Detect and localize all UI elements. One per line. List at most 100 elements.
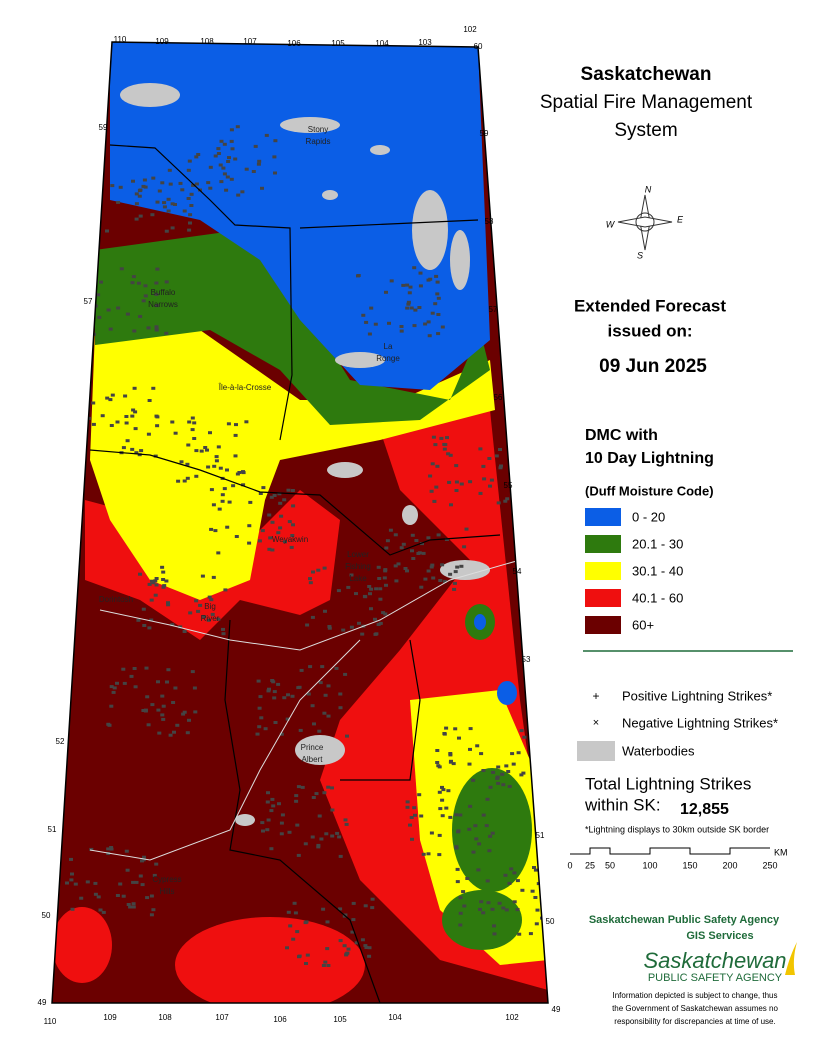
strike	[156, 708, 161, 712]
strike	[131, 179, 135, 183]
legend: 0 - 20 20.1 - 30 30.1 - 40 40.1 - 60 60+	[585, 508, 683, 634]
strike	[482, 477, 487, 481]
strike	[343, 818, 348, 822]
place-label: Buffalo	[151, 288, 176, 297]
strike	[151, 908, 156, 912]
strike	[178, 625, 183, 629]
strike	[433, 302, 438, 306]
strike	[202, 615, 207, 619]
strike	[85, 322, 89, 326]
strike	[342, 944, 347, 948]
strike	[438, 807, 443, 811]
strike	[382, 576, 387, 580]
strike	[305, 953, 310, 957]
strike	[187, 718, 191, 722]
strike	[196, 609, 201, 613]
strike	[218, 466, 223, 470]
strike	[170, 623, 175, 627]
strike	[100, 414, 105, 418]
strike	[437, 765, 442, 769]
forecast-label: issued on:	[607, 321, 692, 340]
strike	[492, 924, 496, 928]
strike	[89, 847, 94, 851]
strike	[485, 879, 490, 883]
place-label: Île-à-la-Crosse	[218, 383, 272, 392]
strike	[384, 546, 389, 550]
strike	[310, 704, 315, 708]
strike	[160, 181, 165, 185]
strike	[121, 446, 126, 450]
strike	[143, 294, 148, 298]
strike	[141, 709, 146, 712]
strike	[290, 694, 295, 698]
strike	[108, 327, 113, 331]
strike	[442, 442, 447, 446]
strike	[209, 527, 214, 531]
strike	[474, 837, 479, 841]
strike	[408, 823, 412, 827]
strike	[234, 423, 238, 427]
strike	[192, 686, 197, 690]
strike	[134, 451, 139, 455]
strike	[419, 585, 424, 589]
strike	[321, 907, 326, 911]
strike	[273, 171, 277, 175]
strike	[294, 794, 299, 798]
strike	[131, 902, 136, 906]
strike	[376, 565, 381, 569]
strike	[448, 753, 453, 757]
place-label: Narrows	[148, 300, 178, 309]
strike	[273, 721, 278, 724]
strike	[124, 849, 129, 853]
strike	[111, 690, 116, 694]
strike	[459, 564, 464, 568]
strike	[367, 332, 372, 336]
strike	[78, 449, 83, 453]
strike	[225, 468, 229, 472]
strike	[278, 526, 283, 530]
strike	[225, 175, 230, 179]
strike	[143, 284, 148, 288]
latitude-label: 51	[48, 825, 57, 834]
strike	[266, 818, 271, 822]
strike	[166, 197, 171, 201]
strike	[272, 494, 277, 497]
strike	[70, 401, 75, 405]
strike	[203, 446, 208, 449]
strike	[481, 464, 486, 468]
compass-s: S	[637, 250, 643, 260]
forecast-label: Extended Forecast	[574, 296, 726, 315]
strike	[477, 842, 482, 846]
strike	[318, 681, 323, 685]
strike	[349, 573, 354, 577]
strike	[439, 436, 444, 440]
strike	[221, 627, 225, 631]
latitude-label: 50	[42, 911, 51, 920]
strike	[210, 612, 215, 616]
scale-unit: KM	[774, 847, 788, 857]
strike	[208, 186, 213, 190]
strike	[261, 486, 266, 490]
place-label: Lake	[349, 574, 367, 583]
strike	[84, 329, 89, 333]
strike	[478, 491, 483, 495]
strike	[140, 883, 145, 887]
strike	[413, 813, 417, 817]
strike	[330, 786, 334, 790]
strike	[96, 895, 101, 899]
strike	[182, 209, 187, 213]
place-label: Big	[204, 602, 216, 611]
strike	[194, 474, 199, 478]
strike	[495, 776, 500, 780]
strike	[363, 904, 368, 908]
strike	[504, 764, 509, 768]
strike	[130, 447, 135, 451]
strike	[452, 587, 457, 591]
strike	[475, 744, 480, 748]
strike	[109, 846, 114, 849]
strike	[501, 783, 506, 787]
legend-swatch	[585, 562, 621, 580]
strike	[154, 583, 159, 587]
strike	[351, 901, 356, 905]
strike	[456, 829, 461, 833]
